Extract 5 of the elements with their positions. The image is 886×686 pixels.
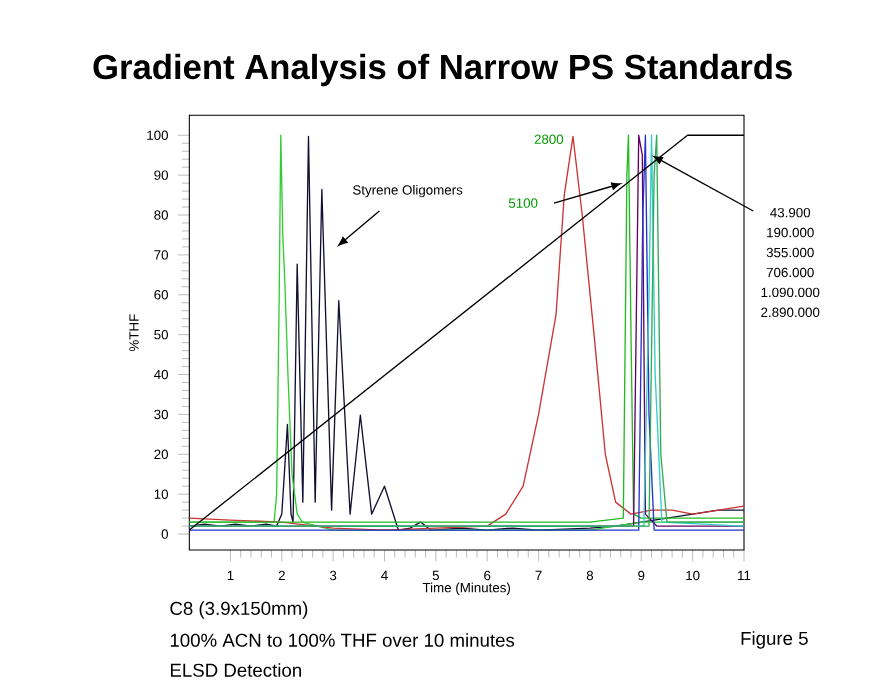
caption: Figure 5 bbox=[741, 631, 808, 649]
text: 100% ACN to 100% THF over 10 minutes bbox=[170, 633, 515, 647]
text: ELSD Detection bbox=[170, 663, 301, 677]
text: C8 (3.9x150mm) bbox=[170, 601, 308, 619]
chart-title: Gradient Analysis of Narrow PS Standards bbox=[93, 53, 792, 87]
